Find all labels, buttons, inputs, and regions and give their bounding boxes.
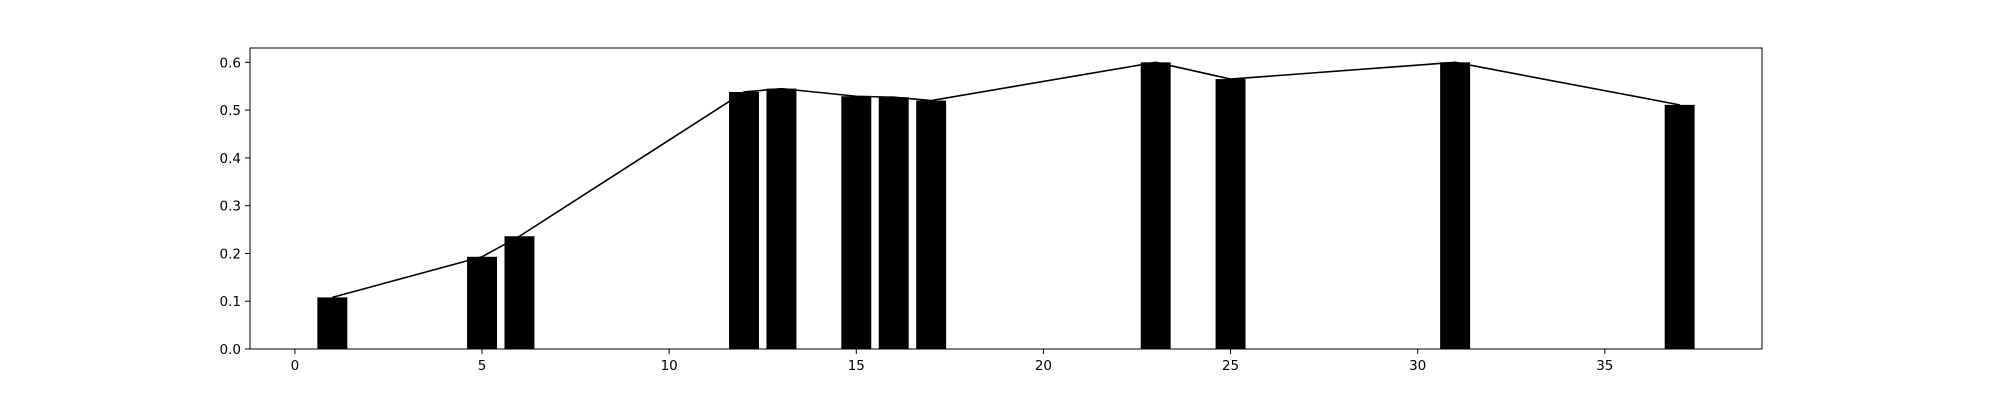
bar-x-6	[504, 236, 535, 349]
y-tick-label: 0.0	[220, 342, 241, 358]
bar-x-16	[878, 97, 909, 349]
y-tick-label: 0.2	[220, 246, 241, 262]
bar-x-15	[841, 96, 872, 349]
bar-x-1	[317, 297, 348, 349]
bar-x-12	[729, 91, 759, 349]
bar-x-25	[1215, 79, 1246, 350]
y-tick-label: 0.6	[220, 55, 241, 71]
line-layer	[332, 61, 1680, 299]
y-tick-label: 0.3	[220, 199, 241, 215]
axes-layer: 0 5 10 15 20 25 30 35 0.0 0.1 0.2 0.3 0.4 0.5 0.6	[220, 47, 1763, 374]
y-tick-label: 0.1	[220, 294, 241, 310]
x-tick-label: 10	[661, 358, 678, 374]
y-tick-label: 0.5	[220, 103, 241, 119]
x-tick-label: 25	[1222, 358, 1239, 374]
bar-x-23	[1140, 62, 1171, 349]
bar-x-31	[1440, 62, 1471, 349]
bar-x-37	[1664, 104, 1695, 349]
bar-x-5	[467, 256, 498, 349]
bar-x-17	[916, 100, 947, 349]
x-tick-label: 5	[478, 358, 487, 374]
series-line	[332, 61, 1680, 299]
plot-frame	[249, 47, 1763, 350]
bars-layer	[317, 62, 1695, 350]
x-tick-label: 15	[848, 358, 865, 374]
x-tick-label: 30	[1409, 358, 1426, 374]
bar-x-13	[766, 88, 797, 349]
x-tick-label: 35	[1596, 358, 1613, 374]
x-tick-label: 0	[291, 358, 300, 374]
y-tick-label: 0.4	[220, 151, 241, 167]
x-tick-label: 20	[1035, 358, 1052, 374]
